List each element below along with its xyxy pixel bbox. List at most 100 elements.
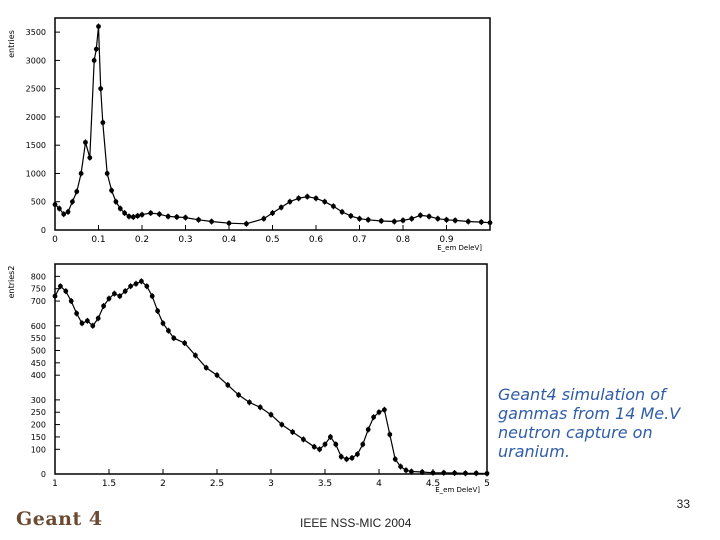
data-point bbox=[144, 283, 150, 289]
y-tick-label: 0 bbox=[41, 226, 46, 235]
data-point bbox=[355, 451, 360, 457]
data-point bbox=[95, 315, 101, 321]
data-point bbox=[61, 211, 67, 217]
data-point bbox=[463, 470, 468, 476]
data-point bbox=[155, 308, 161, 314]
data-point bbox=[122, 210, 127, 216]
y-tick-label: 2000 bbox=[26, 113, 46, 122]
x-tick-label: 0.7 bbox=[352, 235, 366, 245]
data-point bbox=[465, 219, 471, 224]
data-point bbox=[348, 213, 354, 219]
data-point bbox=[484, 471, 490, 476]
data-point bbox=[236, 392, 242, 398]
data-point bbox=[117, 206, 123, 211]
x-tick-label: 3 bbox=[268, 479, 274, 489]
data-point bbox=[79, 320, 85, 326]
data-point bbox=[344, 456, 349, 462]
data-point bbox=[426, 214, 432, 219]
y-tick-label: 750 bbox=[31, 285, 46, 294]
data-point bbox=[165, 214, 171, 219]
data-point bbox=[261, 216, 267, 222]
footer-text: IEEE NSS-MIC 2004 bbox=[300, 516, 412, 530]
y-tick-label: 1500 bbox=[26, 141, 46, 150]
page-number: 33 bbox=[676, 497, 690, 511]
top-plot-y-axis-label: entries bbox=[7, 30, 16, 58]
y-tick-label: 250 bbox=[31, 408, 46, 417]
data-point bbox=[430, 470, 436, 476]
data-point bbox=[278, 204, 284, 210]
y-tick-label: 400 bbox=[31, 371, 46, 380]
data-point bbox=[435, 216, 441, 222]
data-point bbox=[301, 437, 306, 442]
data-point bbox=[139, 212, 145, 218]
data-point bbox=[398, 464, 403, 469]
caption-line: neutron capture on bbox=[498, 423, 653, 442]
data-point bbox=[157, 211, 162, 217]
top-plot-marks: 0 0.1 0.2 0.3 0.4 0.5 0.6 0.7 0.8 0.9 0 500 1000 1500… bbox=[26, 23, 493, 245]
top-plot-x-axis-label: E_em DeleV] bbox=[437, 244, 482, 252]
data-point bbox=[279, 422, 285, 427]
top-plot-frame bbox=[54, 17, 491, 231]
data-point bbox=[93, 46, 99, 52]
data-point bbox=[365, 427, 371, 432]
data-point bbox=[52, 293, 58, 299]
data-point bbox=[193, 353, 198, 358]
data-point bbox=[322, 441, 328, 447]
x-tick-label: 0.8 bbox=[396, 235, 411, 245]
data-point bbox=[313, 195, 319, 201]
x-tick-label: 0.6 bbox=[309, 235, 324, 245]
data-point bbox=[101, 303, 106, 309]
data-point bbox=[83, 139, 88, 145]
data-point bbox=[444, 217, 449, 223]
data-point bbox=[257, 404, 263, 410]
data-point bbox=[382, 407, 387, 413]
caption-line: gammas from 14 Me.V bbox=[498, 404, 681, 423]
data-point bbox=[409, 469, 414, 474]
data-point bbox=[378, 218, 384, 224]
data-point bbox=[126, 214, 132, 219]
data-point bbox=[148, 210, 154, 216]
data-point bbox=[65, 209, 71, 215]
caption-line: Geant4 simulation of bbox=[498, 385, 666, 404]
data-point bbox=[70, 199, 75, 205]
y-tick-label: 600 bbox=[31, 322, 46, 331]
data-point bbox=[418, 212, 423, 218]
data-point bbox=[117, 293, 123, 299]
geant4-logo: Geant 4 bbox=[16, 508, 103, 530]
x-tick-label: 5 bbox=[484, 479, 490, 489]
data-point bbox=[478, 219, 484, 225]
data-point bbox=[339, 209, 345, 215]
data-point bbox=[74, 189, 80, 194]
y-tick-label: 450 bbox=[31, 359, 46, 368]
data-point bbox=[68, 298, 74, 304]
data-point bbox=[452, 217, 458, 223]
series-line bbox=[54, 280, 488, 475]
y-tick-label: 100 bbox=[31, 445, 46, 454]
y-tick-label: 550 bbox=[31, 334, 46, 343]
y-tick-label: 150 bbox=[31, 433, 46, 442]
y-tick-label: 800 bbox=[31, 272, 46, 281]
x-tick-label: 0.1 bbox=[91, 235, 105, 245]
data-point bbox=[139, 278, 144, 284]
data-point bbox=[78, 171, 84, 176]
data-point bbox=[52, 202, 58, 207]
bottom-plot-y-axis-label: entries2 bbox=[7, 266, 16, 299]
x-tick-label: 0.2 bbox=[135, 235, 149, 245]
x-tick-label: 0.9 bbox=[439, 235, 454, 245]
data-point bbox=[74, 311, 79, 316]
caption: Geant4 simulation of gammas from 14 Me.V… bbox=[498, 385, 708, 461]
data-point bbox=[270, 210, 275, 216]
data-point bbox=[166, 328, 171, 334]
x-tick-label: 2.5 bbox=[210, 479, 224, 489]
data-point bbox=[63, 288, 69, 294]
data-point bbox=[90, 323, 96, 329]
x-tick-label: 1 bbox=[52, 479, 58, 489]
data-point bbox=[333, 441, 339, 447]
data-point bbox=[203, 365, 209, 371]
data-point bbox=[365, 217, 371, 223]
x-tick-label: 4.5 bbox=[426, 479, 440, 489]
data-point bbox=[322, 199, 328, 205]
data-point bbox=[387, 432, 393, 437]
data-point bbox=[287, 199, 293, 205]
data-point bbox=[87, 155, 93, 161]
